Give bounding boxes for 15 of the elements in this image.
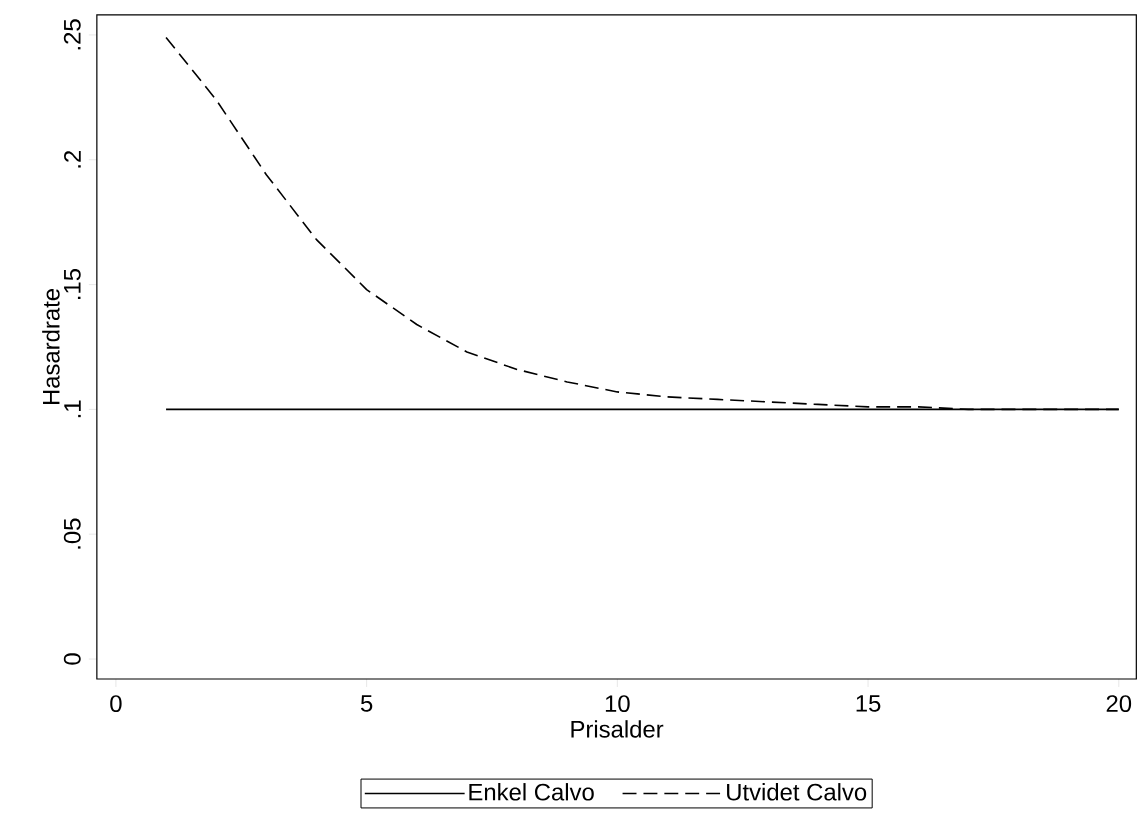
x-tick-label: 20 [1106,695,1132,713]
legend-label: Utvidet Calvo [727,783,867,801]
y-tick-label: .05 [63,518,81,549]
y-tick-label: .1 [64,400,81,418]
x-tick-label: 0 [110,695,122,713]
y-tick-label: 0 [63,653,81,665]
x-axis-title: Prisalder [571,720,664,738]
x-tick-label: 10 [605,695,630,713]
legend-label: Enkel Calvo [469,783,594,801]
y-axis-title: Hasardrate [42,289,60,405]
y-tick-label: .25 [63,19,81,50]
x-tick-label: 5 [360,695,373,712]
y-tick-label: .15 [64,269,81,300]
y-tick-label: .2 [64,151,81,168]
x-tick-label: 15 [856,695,881,712]
